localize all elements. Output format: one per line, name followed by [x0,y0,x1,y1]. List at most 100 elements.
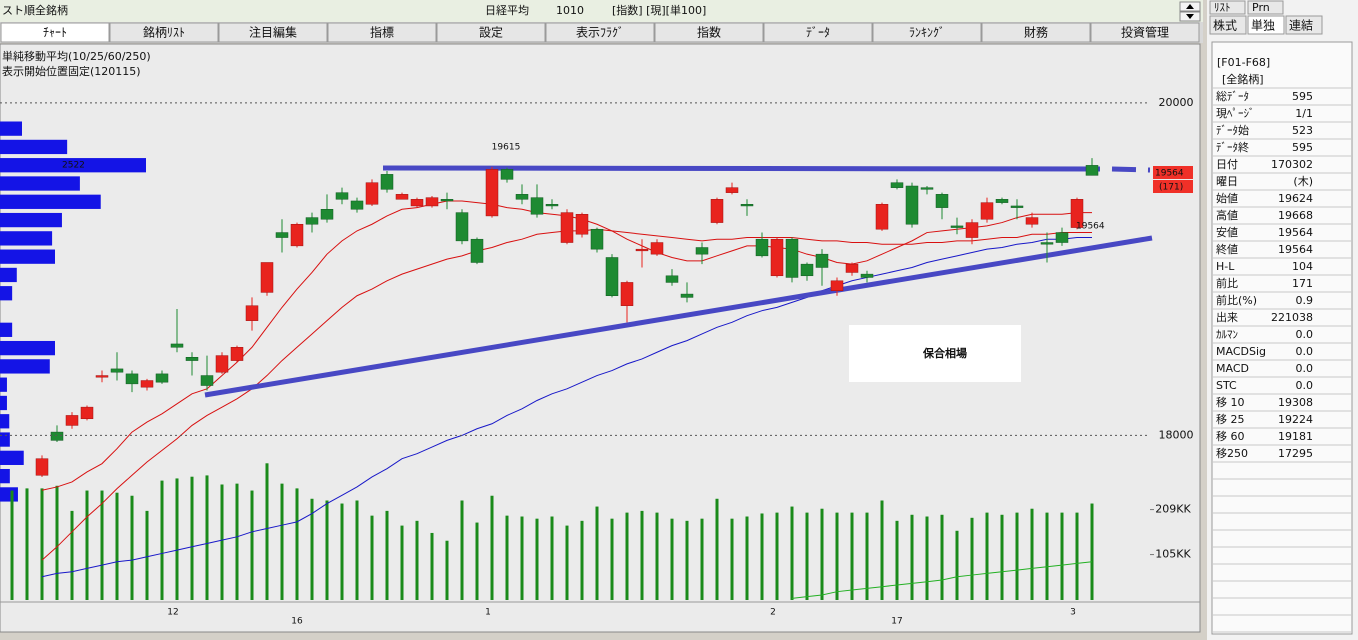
candle-body [215,355,229,373]
candle-body [875,204,889,230]
tab[interactable] [109,22,219,43]
row-value: 19668 [1278,209,1313,222]
volume-bar [115,492,119,600]
volume-bar [760,513,764,600]
tab[interactable] [763,22,873,43]
row-label: 安値 [1216,226,1238,239]
tab-label[interactable]: 財務 [1024,25,1048,40]
volume-bar [1045,512,1049,600]
tab-label[interactable]: ﾃﾞｰﾀ [806,26,830,40]
side-tab[interactable] [1247,0,1284,15]
candle-body [920,187,934,190]
price-volume-bar [0,322,13,337]
side-subtab[interactable] [1209,15,1247,35]
candle-body [1070,199,1084,228]
side-subtab-label[interactable]: 株式 [1213,18,1237,33]
volume-bar [595,506,599,600]
side-subtab-label[interactable]: 単独 [1251,19,1275,33]
row-label: 総ﾃﾞｰﾀ [1216,89,1249,103]
index-code: 1010 [556,4,584,17]
volume-bar [205,475,209,600]
volume-bar [460,500,464,600]
volume-bar [1030,508,1034,600]
tab[interactable] [327,22,437,43]
price-volume-bar [0,176,80,191]
side-tab-label[interactable]: Prn [1252,1,1270,14]
volume-bar [1075,512,1079,600]
tab-label[interactable]: 表示ﾌﾗｸﾞ [576,26,624,40]
candle-body [785,238,799,278]
volume-bar [1090,503,1094,600]
candle-body [905,185,919,225]
volume-bar [970,517,974,600]
volume-bar [385,510,389,600]
candle-body [1085,165,1099,176]
candle-body [695,247,709,255]
volume-bar [10,490,14,600]
volume-bar [640,510,644,600]
candle-body [755,238,769,257]
row-value: 595 [1292,141,1313,154]
volume-bar [1000,514,1004,600]
tab[interactable] [545,22,655,43]
tab-label[interactable]: 投資管理 [1121,25,1169,40]
candle-body [470,238,484,263]
volume-bar [730,518,734,600]
side-subtab-label[interactable]: 連結 [1289,19,1313,33]
row-label: 前比 [1216,276,1238,290]
price-volume-bar [0,121,22,136]
tab[interactable] [218,22,328,43]
candle-body [320,209,334,220]
candle-body [935,194,949,208]
side-subtab[interactable] [1285,15,1323,35]
candle-body [410,199,424,207]
tab[interactable] [0,22,110,43]
row-value: 0.0 [1296,345,1314,358]
candle-body [95,375,109,378]
row-value: 19564 [1278,226,1313,239]
volume-bar [505,515,509,600]
trendline [1111,166,1151,173]
tab-label[interactable]: ﾗﾝｷﾝｸﾞ [909,26,945,40]
volume-bar [25,488,29,600]
row-label: 移 10 [1216,395,1245,409]
candle-body [455,212,469,242]
tab-label[interactable]: 銘柄ﾘｽﾄ [143,25,185,40]
tab-label[interactable]: 注目編集 [249,25,297,40]
tab-label[interactable]: 設定 [479,26,503,40]
candle-body [290,223,304,247]
candle-body [740,204,754,207]
candle-body [1055,232,1069,243]
tab[interactable] [1090,22,1200,43]
tab[interactable] [981,22,1091,43]
candle-body [80,406,94,420]
row-value: 19181 [1278,430,1313,443]
change-box-label: (171) [1159,183,1183,193]
tab-label[interactable]: ﾁｬｰﾄ [43,26,67,40]
candle-body [50,431,64,441]
row-value: 0.0 [1296,328,1314,341]
tab[interactable] [872,22,982,43]
tab[interactable] [654,22,764,43]
volume-tick-label: 105KK [1155,548,1191,561]
tab-label[interactable]: 指数 [697,25,721,40]
plot: 2522 19615 19564 保合相場 [0,121,1153,600]
candle-body [890,182,904,188]
tab-label[interactable]: 指標 [370,25,394,40]
volume-bar [535,518,539,600]
row-value: 19224 [1278,413,1313,426]
candle-body [980,202,994,220]
side-subtab[interactable] [1247,15,1285,35]
side-tab[interactable] [1209,0,1246,15]
volume-bar [910,514,914,600]
tab[interactable] [436,22,546,43]
row-label: ｶﾙﾏﾝ [1216,328,1238,341]
side-tab-label[interactable]: ﾘｽﾄ [1214,1,1231,14]
volume-bar [310,498,314,600]
row-value: 1/1 [1295,107,1313,120]
row-label: H-L [1216,260,1235,273]
volume-tick-label: 209KK [1155,503,1191,516]
candle-body [275,232,289,238]
